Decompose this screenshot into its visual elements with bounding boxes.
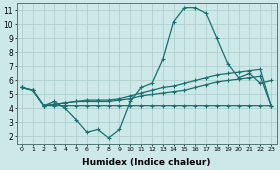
X-axis label: Humidex (Indice chaleur): Humidex (Indice chaleur) bbox=[82, 158, 211, 167]
